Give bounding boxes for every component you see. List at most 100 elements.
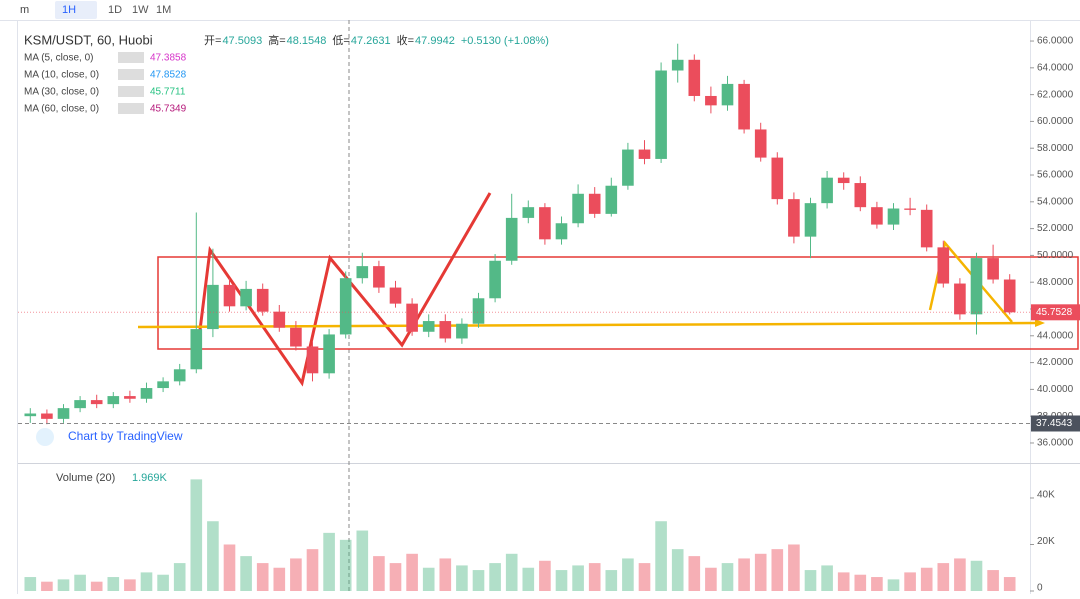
y-tick-label: 50.0000 — [1037, 250, 1074, 261]
candle-body — [920, 209, 933, 248]
indicator-name: MA (10, close, 0) — [24, 70, 99, 81]
candle-body — [273, 311, 286, 328]
change: +0.5130 (+1.08%) — [461, 35, 549, 47]
volume-tick-label: 0 — [1037, 583, 1043, 594]
volume-bar — [721, 563, 734, 591]
ohlc-label: 开= — [204, 35, 221, 47]
volume-bar — [738, 558, 750, 591]
candle-body — [24, 413, 37, 417]
candle-body — [74, 400, 86, 409]
volume-bar — [389, 563, 402, 591]
volume-bar — [622, 558, 634, 591]
candle-body — [107, 396, 120, 405]
candle-body — [788, 199, 800, 237]
indicator-buttons — [118, 103, 144, 114]
volume-bar — [240, 556, 252, 591]
volume-bar — [605, 570, 618, 591]
candle-body — [771, 157, 784, 200]
volume-bar — [422, 567, 435, 591]
volume-bar — [223, 544, 236, 591]
candle-body — [140, 388, 153, 399]
candle-body — [987, 258, 999, 280]
volume-bar — [804, 570, 817, 591]
candle-body — [256, 288, 269, 312]
y-tick-label: 60.0000 — [1037, 116, 1074, 127]
y-tick-label: 56.0000 — [1037, 170, 1074, 181]
volume-bar — [754, 553, 767, 591]
candle-body — [555, 223, 568, 240]
y-tick-label: 52.0000 — [1037, 223, 1074, 234]
candle-body — [373, 266, 385, 288]
y-tick-label: 42.0000 — [1037, 357, 1074, 368]
ohlc-value: 47.5093 — [222, 35, 262, 47]
active-button-bg — [55, 1, 97, 19]
volume-bar — [190, 479, 203, 591]
y-tick-label: 54.0000 — [1037, 196, 1074, 207]
support-arrow — [1035, 319, 1045, 327]
interval-button[interactable]: 1D — [108, 4, 122, 16]
candle-body — [854, 183, 867, 208]
volume-bar — [705, 567, 717, 591]
volume-bar — [555, 570, 568, 591]
volume-name: Volume (20) — [56, 472, 115, 484]
candle-body — [754, 129, 767, 158]
interval-button[interactable]: 1W — [132, 4, 149, 16]
volume-bar — [373, 556, 385, 591]
indicator-buttons — [118, 52, 144, 63]
volume-bar — [90, 581, 103, 591]
volume-bar — [522, 567, 535, 591]
candle-body — [306, 346, 319, 374]
support-line — [137, 321, 1036, 329]
watermark-text[interactable]: Chart by TradingView — [68, 429, 183, 443]
candle-body — [638, 149, 651, 159]
candle-body — [588, 193, 601, 214]
volume-bar — [356, 530, 369, 591]
crosshair-label: 37.4543 — [1036, 418, 1073, 429]
volume-bar — [140, 572, 153, 591]
candle-body — [671, 59, 684, 71]
indicator-value: 47.8528 — [150, 70, 187, 81]
candle-body — [572, 193, 584, 224]
interval-menu[interactable]: m — [20, 4, 29, 16]
volume-bar — [821, 565, 833, 591]
last-price-label: 45.7528 — [1036, 307, 1073, 318]
ohlc-value: 47.2631 — [351, 35, 391, 47]
range-box — [157, 256, 1079, 350]
volume-bar — [456, 565, 468, 591]
candle-body — [323, 334, 335, 374]
volume-bar — [970, 560, 983, 591]
candle-body — [173, 369, 186, 382]
candle-body — [456, 323, 468, 339]
indicator-value: 47.3858 — [150, 53, 187, 64]
volume-bar — [273, 567, 286, 591]
ohlc-label: 收= — [397, 33, 414, 47]
candle-body — [738, 83, 750, 130]
volume-bar — [173, 563, 186, 591]
volume-bar — [290, 558, 302, 591]
volume-bar — [74, 574, 86, 591]
candle-body — [439, 321, 452, 339]
interval-button[interactable]: 1M — [156, 4, 171, 16]
candle-body — [1003, 279, 1016, 313]
candle-body — [124, 396, 136, 399]
toolbar: m 1H 1D 1W 1M — [20, 1, 171, 19]
y-tick-label: 48.0000 — [1037, 277, 1074, 288]
candle-body — [190, 329, 203, 370]
ohlc-label: 高= — [268, 33, 285, 47]
volume-bar — [57, 579, 70, 591]
indicator-buttons — [118, 86, 144, 97]
crosshair-box — [1031, 415, 1080, 432]
candle-body — [489, 260, 501, 299]
volume-bar — [854, 574, 867, 591]
candle-body — [522, 207, 535, 218]
candle-body — [90, 400, 103, 405]
candle-body — [688, 59, 701, 96]
legend: KSM/USDT, 60, Huobi Volume (20) 1.969K — [24, 32, 168, 483]
candle-body — [240, 288, 252, 307]
candle-body — [406, 303, 418, 332]
volume-bar — [904, 572, 916, 591]
orange-drawing — [928, 240, 1013, 323]
interval-button[interactable]: 1H — [62, 4, 76, 16]
